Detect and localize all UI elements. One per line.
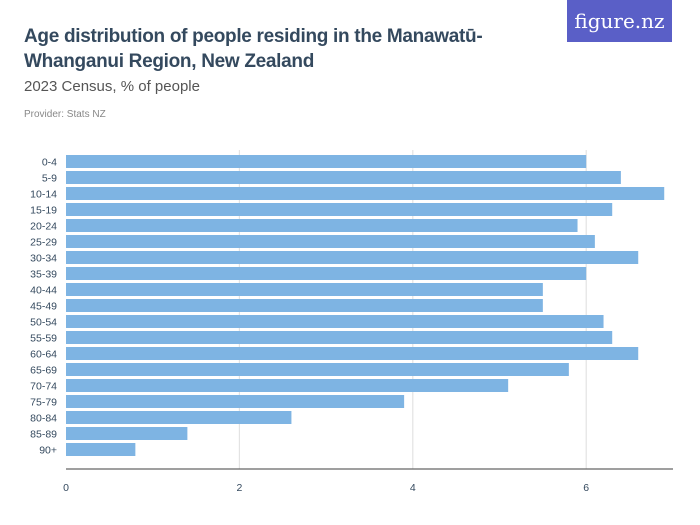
- y-tick-label: 50-54: [30, 317, 57, 329]
- bar-20-24: [66, 219, 578, 232]
- bar-15-19: [66, 203, 613, 216]
- chart-title: Age distribution of people residing in t…: [24, 26, 483, 72]
- bar-60-64: [66, 347, 639, 360]
- x-tick-label: 6: [583, 482, 589, 494]
- bar-85-89: [66, 427, 188, 440]
- bar-45-49: [66, 299, 543, 312]
- bar-75-79: [66, 395, 405, 408]
- bar-35-39: [66, 267, 587, 280]
- y-tick-label: 15-19: [30, 205, 57, 217]
- y-tick-label: 85-89: [30, 429, 57, 441]
- chart-subtitle: 2023 Census, % of people: [24, 78, 200, 95]
- y-tick-label: 70-74: [30, 381, 57, 393]
- bar-10-14: [66, 187, 665, 200]
- x-tick-label: 0: [63, 482, 69, 494]
- y-tick-label: 55-59: [30, 333, 57, 345]
- bar-40-44: [66, 283, 543, 296]
- provider-label: Provider: Stats NZ: [24, 109, 106, 120]
- x-tick-label: 4: [410, 482, 416, 494]
- y-tick-label: 60-64: [30, 349, 57, 361]
- y-tick-label: 45-49: [30, 301, 57, 313]
- bar-5-9: [66, 171, 621, 184]
- bar-70-74: [66, 379, 509, 392]
- x-tick-label: 2: [236, 482, 242, 494]
- y-tick-label: 5-9: [42, 173, 57, 185]
- bar-55-59: [66, 331, 613, 344]
- y-tick-label: 65-69: [30, 365, 57, 377]
- bar-80-84: [66, 411, 292, 424]
- y-tick-label: 25-29: [30, 237, 57, 249]
- bar-0-4: [66, 155, 587, 168]
- y-tick-label: 30-34: [30, 253, 57, 265]
- y-tick-label: 0-4: [42, 157, 57, 169]
- bar-65-69: [66, 363, 569, 376]
- y-tick-label: 20-24: [30, 221, 57, 233]
- figure-nz-logo[interactable]: figure.nz: [567, 0, 672, 42]
- y-tick-label: 10-14: [30, 189, 57, 201]
- bar-25-29: [66, 235, 595, 248]
- y-tick-label: 75-79: [30, 397, 57, 409]
- y-tick-label: 90+: [39, 445, 57, 457]
- bar-30-34: [66, 251, 639, 264]
- y-tick-label: 40-44: [30, 285, 57, 297]
- y-tick-label: 80-84: [30, 413, 57, 425]
- bar-50-54: [66, 315, 604, 328]
- bar-90+: [66, 443, 136, 456]
- y-tick-label: 35-39: [30, 269, 57, 281]
